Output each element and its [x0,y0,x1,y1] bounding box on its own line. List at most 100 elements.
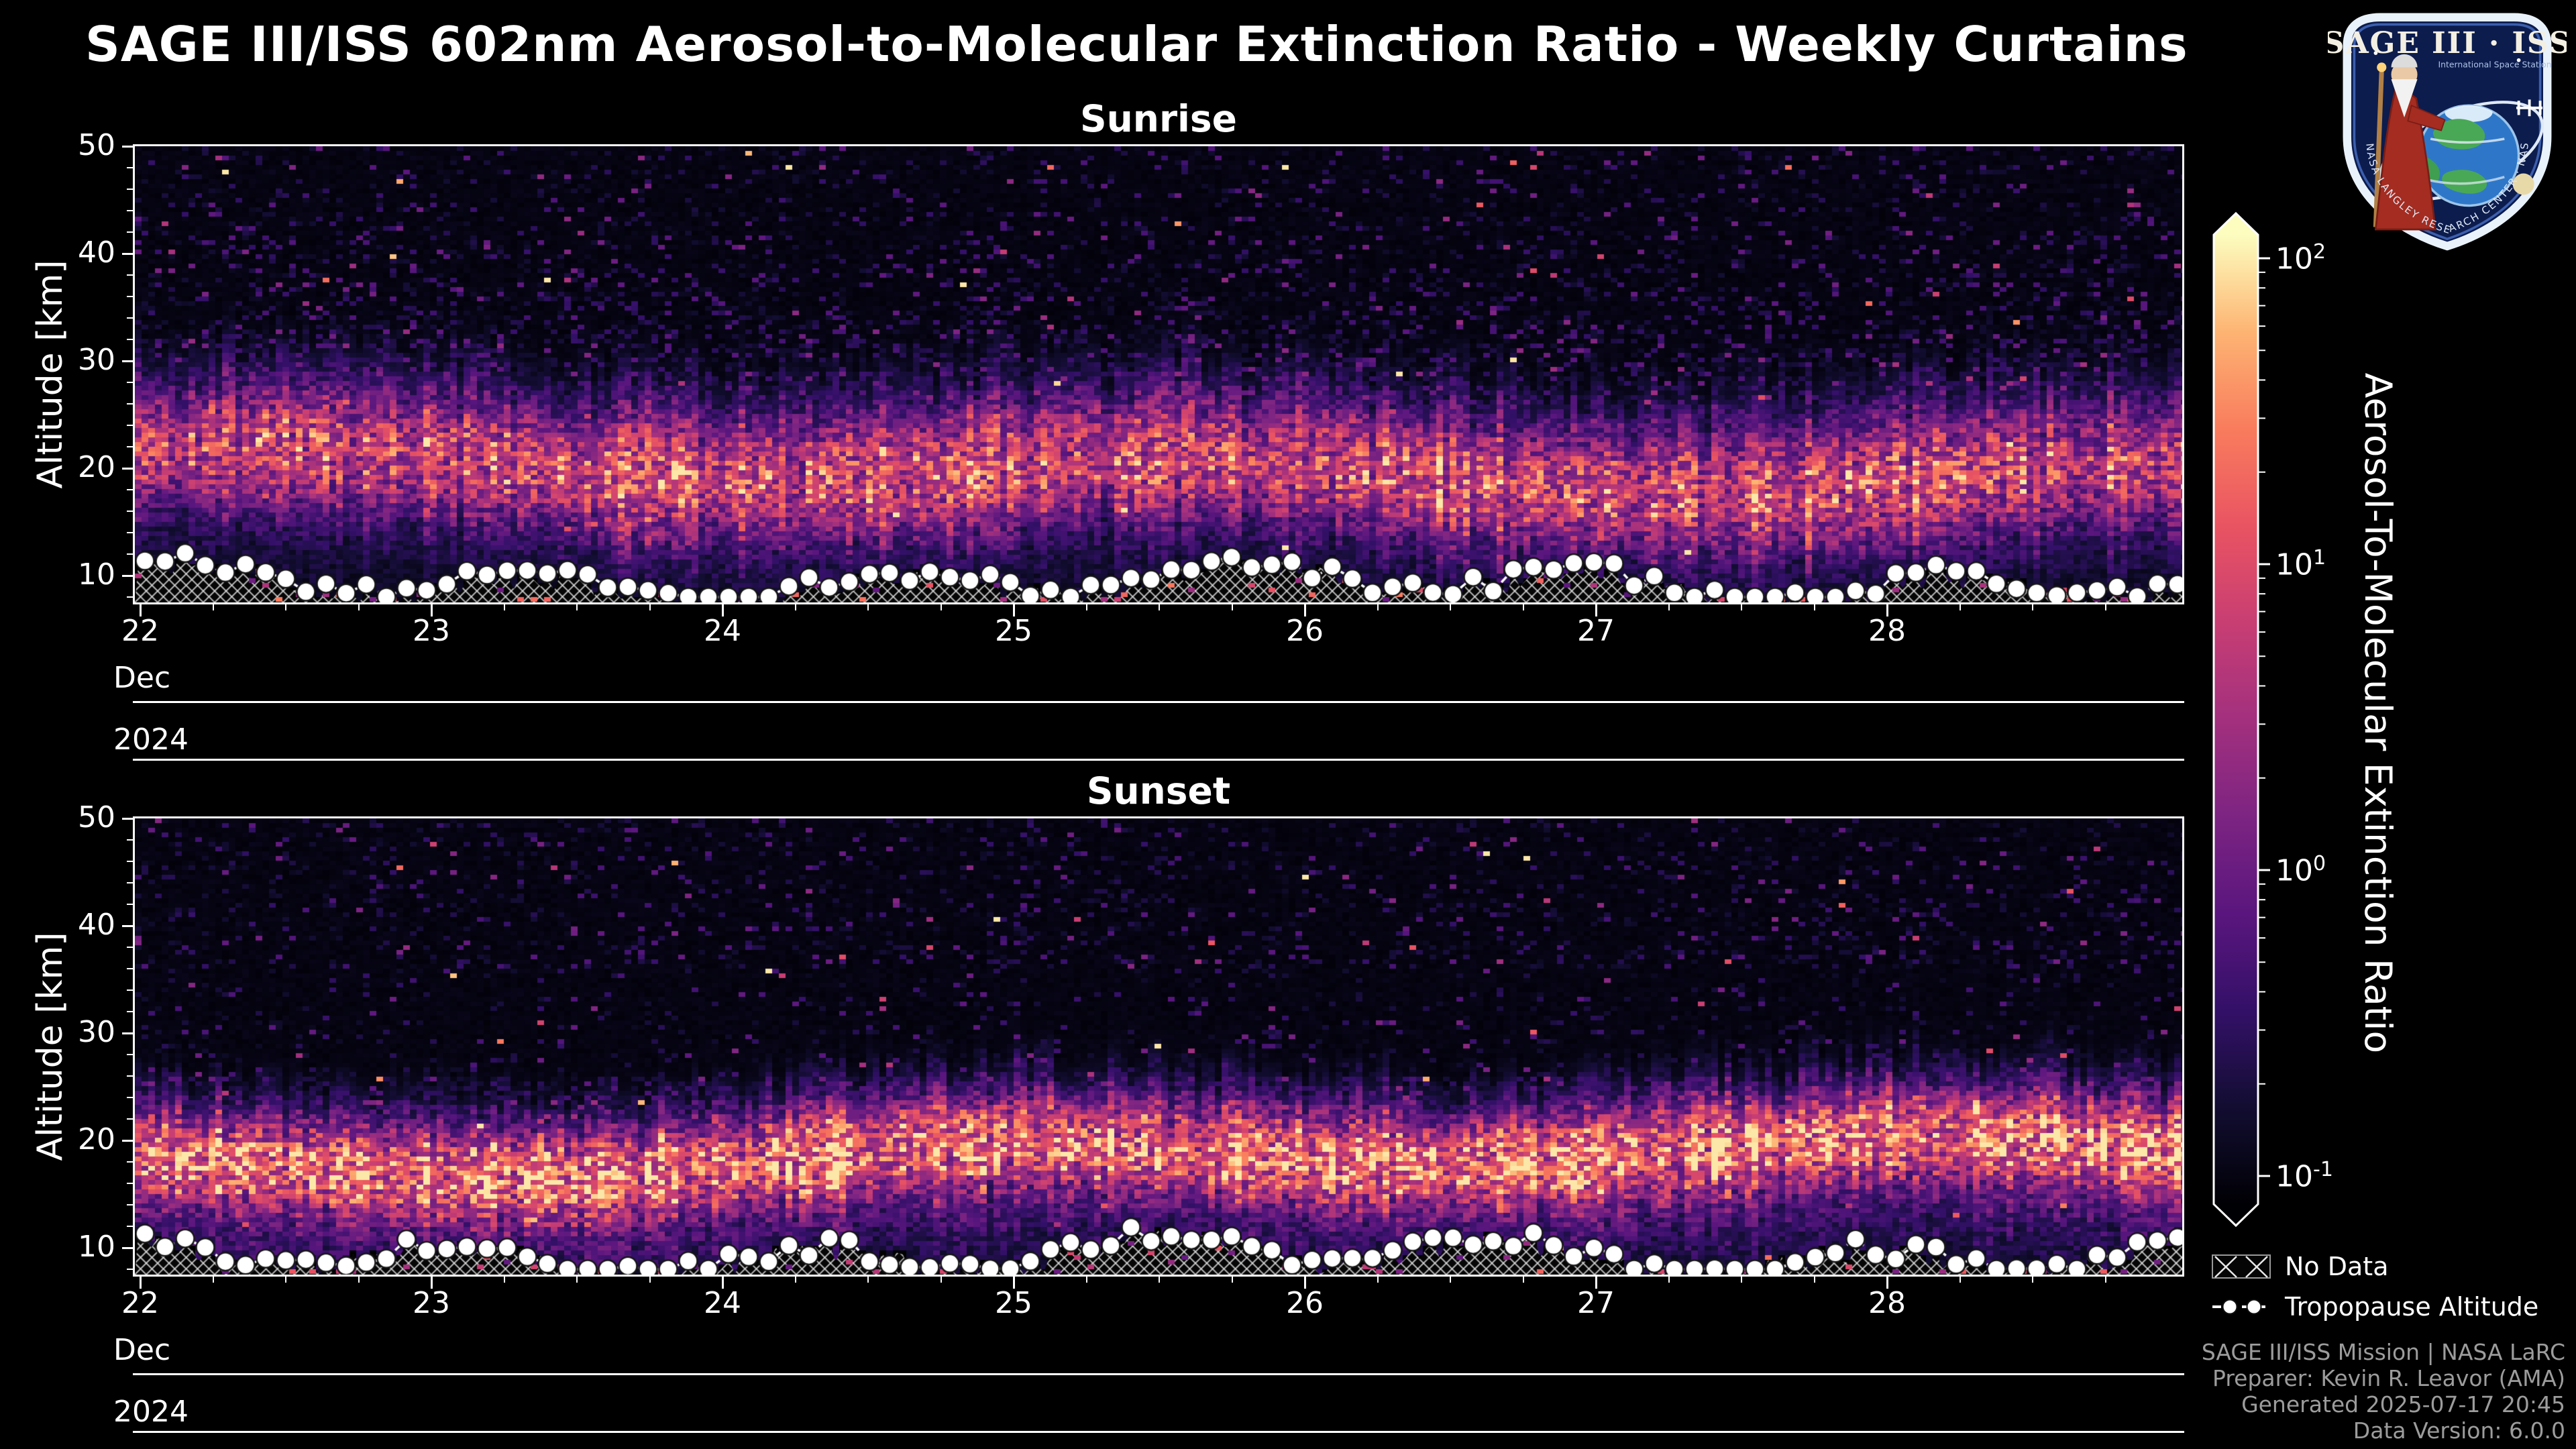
x-minor-tick-mark [1959,604,1961,610]
colorbar-gradient [2212,211,2259,1228]
axis-separator-line [133,1373,2184,1375]
x-minor-tick-mark [1085,1277,1087,1283]
x-minor-tick-mark [1522,1277,1524,1283]
x-tick-mark [430,604,433,616]
x-tick-label: 28 [1868,1286,1906,1320]
x-minor-tick-mark [2032,604,2033,610]
y-minor-tick-mark [127,839,133,841]
x-tick-label: 25 [995,1286,1032,1320]
x-minor-tick-mark [212,1277,214,1283]
sunrise-heatmap [133,144,2184,604]
x-minor-tick-mark [1231,604,1233,610]
x-minor-tick-mark [940,604,942,610]
legend-tropopause-label: Tropopause Altitude [2285,1292,2539,1322]
x-minor-tick-mark [1741,1277,1742,1283]
y-tick-mark [122,252,133,255]
y-minor-tick-mark [127,189,133,190]
y-tick-label: 30 [78,343,115,377]
sunset-month-label: Dec [113,1333,171,1367]
y-minor-tick-mark [127,968,133,969]
y-minor-tick-mark [127,1269,133,1270]
x-tick-mark [1886,1277,1888,1289]
y-minor-tick-mark [127,403,133,405]
sunrise-month-label: Dec [113,661,171,695]
x-minor-tick-mark [1085,604,1087,610]
colorbar-tick-label: 10-1 [2275,1158,2333,1194]
x-minor-tick-mark [212,604,214,610]
legend: No Data Tropopause Altitude [2211,1252,2538,1322]
x-minor-tick-mark [1813,604,1815,610]
x-minor-tick-mark [1959,1277,1961,1283]
y-tick-label: 20 [78,1122,115,1157]
sunrise-panel: Sunrise Altitude [km] Dec 2024 10 20 30 40 5… [30,97,2184,761]
axis-separator-line [133,1431,2184,1433]
x-minor-tick-mark [1377,604,1379,610]
colorbar-axis-label: Aerosol-To-Molecular Extinction Ratio [2357,372,2400,1054]
x-minor-tick-mark [1668,1277,1670,1283]
x-minor-tick-mark [1450,1277,1451,1283]
x-tick-mark [1012,604,1015,616]
x-tick-mark [721,604,724,616]
x-minor-tick-mark [867,604,869,610]
x-minor-tick-mark [649,604,651,610]
legend-no-data-label: No Data [2285,1252,2389,1281]
x-tick-label: 23 [413,614,450,648]
y-tick-mark [122,1139,133,1142]
x-tick-mark [139,604,142,616]
x-tick-label: 25 [995,614,1032,648]
y-tick-mark [122,817,133,820]
x-minor-tick-mark [1377,1277,1379,1283]
y-minor-tick-mark [127,1183,133,1184]
y-tick-label: 40 [78,908,115,942]
y-minor-tick-mark [127,1097,133,1098]
x-minor-tick-mark [867,1277,869,1283]
y-minor-tick-mark [127,167,133,168]
y-minor-tick-mark [127,947,133,948]
x-minor-tick-mark [1231,1277,1233,1283]
sunrise-title: Sunrise [1080,97,1237,140]
x-minor-tick-mark [1813,1277,1815,1283]
y-tick-mark [122,574,133,577]
y-minor-tick-mark [127,296,133,297]
x-minor-tick-mark [2104,604,2106,610]
axis-separator-line [133,759,2184,761]
y-minor-tick-mark [127,339,133,340]
sunrise-year-label: 2024 [113,722,189,757]
y-minor-tick-mark [127,210,133,211]
colorbar-tick-label: 102 [2275,240,2326,276]
y-minor-tick-mark [127,1075,133,1077]
mission-patch-logo: SAGE III · ISS International Space Stati… [2328,5,2567,251]
x-minor-tick-mark [2032,1277,2033,1283]
y-tick-label: 10 [78,557,115,592]
x-minor-tick-mark [1522,604,1524,610]
x-minor-tick-mark [1741,604,1742,610]
x-minor-tick-mark [358,604,360,610]
y-minor-tick-mark [127,1226,133,1227]
y-minor-tick-mark [127,1054,133,1055]
x-tick-label: 24 [704,614,741,648]
x-tick-mark [1886,604,1888,616]
credit-mission: SAGE III/ISS Mission | NASA LaRC [2201,1339,2565,1365]
legend-item-tropopause: Tropopause Altitude [2211,1292,2538,1322]
y-tick-mark [122,1246,133,1249]
y-minor-tick-mark [127,274,133,276]
logo-subtitle-text: International Space Station [2438,59,2551,69]
x-tick-label: 28 [1868,614,1906,648]
x-minor-tick-mark [940,1277,942,1283]
x-tick-label: 26 [1286,1286,1324,1320]
colorbar: 102 101 100 10-1 [2200,188,2422,1261]
y-minor-tick-mark [127,532,133,533]
x-minor-tick-mark [1668,604,1670,610]
y-minor-tick-mark [127,317,133,319]
credit-preparer: Preparer: Kevin R. Leavor (AMA) [2212,1365,2565,1391]
tropopause-line-icon [2212,1299,2271,1315]
x-minor-tick-mark [576,604,578,610]
y-minor-tick-mark [127,1161,133,1163]
x-tick-mark [139,1277,142,1289]
x-minor-tick-mark [1159,1277,1160,1283]
x-tick-label: 26 [1286,614,1324,648]
y-tick-label: 20 [78,450,115,484]
x-minor-tick-mark [794,604,796,610]
y-tick-mark [122,924,133,927]
